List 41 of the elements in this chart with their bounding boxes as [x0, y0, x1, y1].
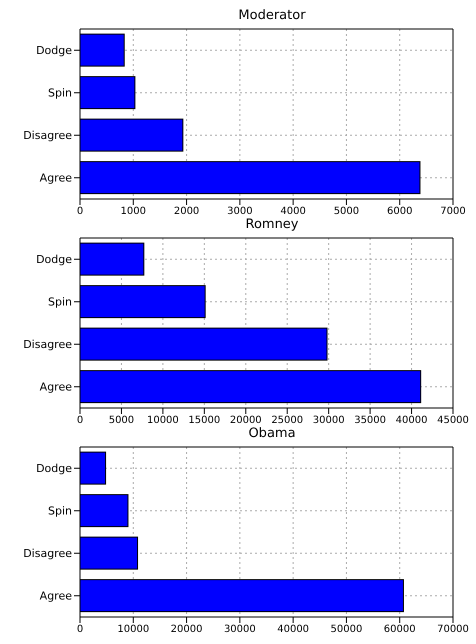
x-tick-label: 15000 — [188, 415, 220, 426]
y-tick-label: Spin — [48, 86, 72, 100]
x-tick-label: 25000 — [271, 415, 304, 426]
chart-title: Obama — [247, 426, 297, 442]
x-tick-label: 30000 — [312, 415, 345, 426]
x-tick-label: 20000 — [170, 624, 202, 636]
x-tick-label: 6000 — [386, 206, 412, 218]
x-tick-label: 45000 — [437, 415, 469, 426]
y-tick-label: Disagree — [23, 547, 72, 560]
y-tick-label: Dodge — [36, 462, 72, 476]
x-tick-label: 7000 — [440, 206, 466, 218]
chart-title: Romney — [244, 217, 300, 233]
y-tick-label: Spin — [48, 504, 72, 518]
x-tick-label: 0 — [76, 206, 84, 218]
x-tick-label: 5000 — [108, 415, 134, 426]
chart-title: Moderator — [237, 8, 307, 24]
y-tick-label: Spin — [48, 296, 72, 309]
x-tick-label: 40000 — [396, 415, 428, 426]
x-tick-label: 2000 — [174, 206, 200, 218]
y-tick-label: Agree — [40, 172, 72, 185]
x-tick-label: 20000 — [230, 415, 262, 426]
x-tick-label: 50000 — [330, 624, 362, 636]
x-tick-label: 35000 — [354, 415, 386, 426]
x-tick-label: 10000 — [117, 624, 150, 636]
x-tick-label: 0 — [76, 415, 84, 426]
y-tick-label: Dodge — [36, 44, 72, 58]
y-tick-label: Disagree — [23, 129, 72, 142]
x-tick-label: 40000 — [277, 624, 310, 636]
x-tick-label: 4000 — [280, 206, 306, 218]
x-tick-label: 60000 — [384, 624, 416, 636]
x-tick-label: 3000 — [227, 206, 253, 218]
x-tick-label: 0 — [76, 624, 84, 636]
x-tick-label: 70000 — [437, 624, 469, 636]
y-tick-label: Agree — [40, 380, 72, 394]
y-tick-label: Dodge — [36, 253, 72, 266]
x-tick-label: 5000 — [334, 206, 360, 218]
y-tick-label: Disagree — [23, 338, 72, 352]
x-tick-label: 1000 — [120, 206, 146, 218]
x-tick-label: 10000 — [146, 415, 179, 426]
x-tick-label: 30000 — [224, 624, 256, 636]
y-tick-label: Agree — [40, 590, 72, 603]
